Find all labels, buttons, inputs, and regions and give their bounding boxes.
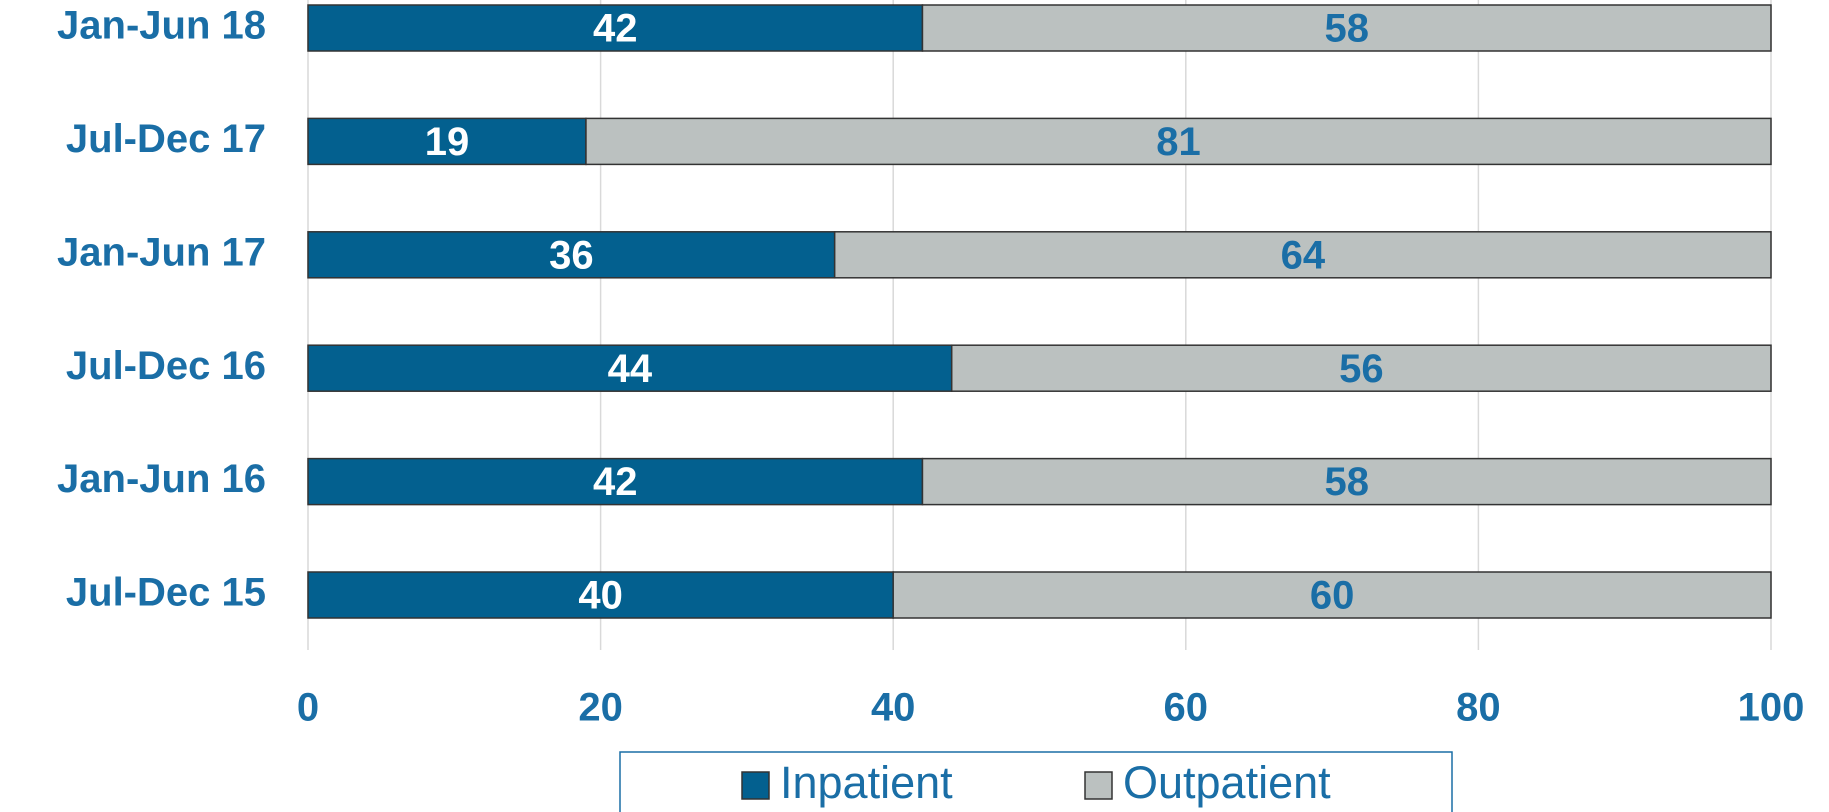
bar-segment xyxy=(307,231,836,279)
data-label: 36 xyxy=(549,233,594,277)
y-tick-label: Jul-Dec 16 xyxy=(66,344,266,388)
data-label: 81 xyxy=(1156,120,1201,164)
data-label: 42 xyxy=(593,7,638,51)
legend-label: Outpatient xyxy=(1123,757,1331,808)
data-label: 42 xyxy=(593,460,638,504)
legend-swatch xyxy=(741,771,770,800)
data-label: 44 xyxy=(608,347,653,391)
bar-segment xyxy=(833,231,1772,279)
y-tick-label: Jan-Jun 17 xyxy=(57,230,266,274)
legend-swatch xyxy=(1084,771,1113,800)
data-label: 58 xyxy=(1324,460,1369,504)
bar-segment xyxy=(921,4,1772,52)
data-label: 40 xyxy=(578,574,623,618)
data-label: 64 xyxy=(1281,233,1326,277)
x-tick-label: 80 xyxy=(1456,686,1501,730)
legend-label: Inpatient xyxy=(780,757,953,808)
x-tick-label: 100 xyxy=(1738,686,1805,730)
y-tick-label: Jan-Jun 16 xyxy=(57,457,266,501)
bar-segment xyxy=(921,457,1772,506)
data-label: 19 xyxy=(425,120,470,164)
y-tick-label: Jan-Jun 18 xyxy=(57,4,266,48)
x-tick-label: 20 xyxy=(578,686,623,730)
x-tick-label: 60 xyxy=(1164,686,1209,730)
data-label: 58 xyxy=(1324,7,1369,51)
x-tick-label: 0 xyxy=(297,686,319,730)
data-label: 56 xyxy=(1339,347,1384,391)
bar-segment xyxy=(585,117,1772,166)
bar-segment xyxy=(307,344,953,392)
y-tick-label: Jul-Dec 17 xyxy=(66,117,266,161)
bar-segment xyxy=(307,571,894,619)
x-tick-label: 40 xyxy=(871,686,916,730)
bar-segment xyxy=(950,344,1772,392)
bar-segment xyxy=(892,571,1772,619)
data-label: 60 xyxy=(1310,574,1355,618)
bar-segment xyxy=(307,4,924,52)
y-tick-label: Jul-Dec 15 xyxy=(66,571,266,615)
bar-segment xyxy=(307,457,924,506)
